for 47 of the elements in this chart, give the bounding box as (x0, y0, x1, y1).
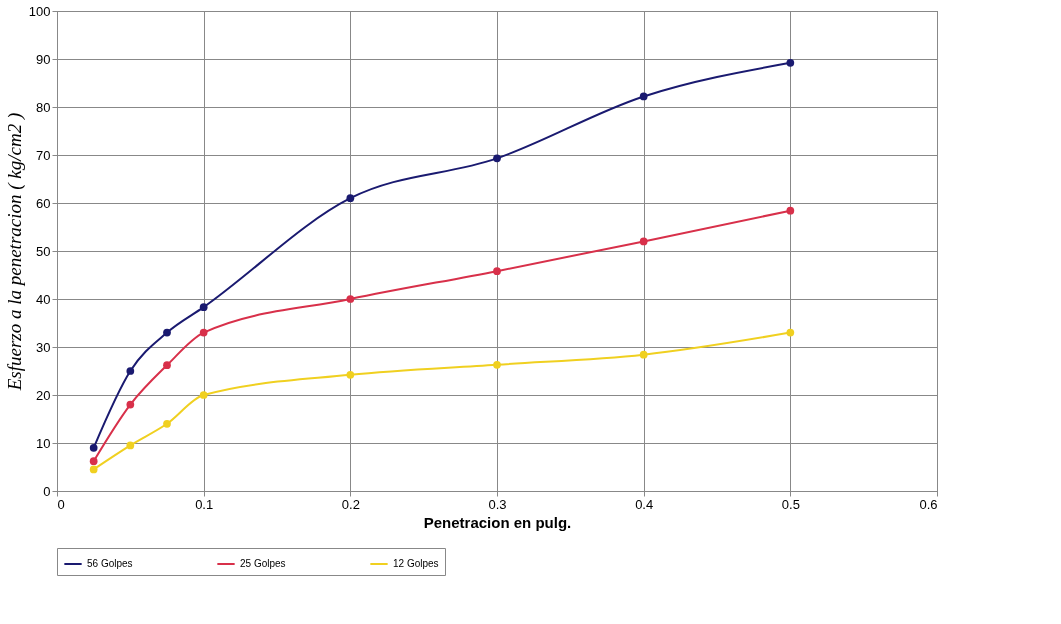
point (639, 92, 648, 101)
y-tick-label: 0 (43, 483, 51, 499)
x-tick-label: 0.2 (341, 496, 360, 512)
point (126, 400, 135, 409)
legend-label: 56 Golpes (87, 558, 133, 569)
x-tick-label: 0.3 (488, 496, 507, 512)
x-tick-label: 0.5 (781, 496, 800, 512)
point (493, 154, 501, 163)
point (199, 328, 208, 337)
y-tick-label: 80 (36, 99, 51, 115)
point (163, 361, 171, 370)
y-tick-label: 50 (36, 243, 51, 259)
point (493, 267, 501, 276)
y-tick-label: 20 (36, 387, 51, 403)
point (786, 58, 795, 67)
x-axis-title: Penetracion en pulg. (423, 513, 572, 531)
y-tick-label: 40 (36, 291, 51, 307)
y-tick-label: 30 (36, 339, 51, 355)
point (89, 465, 98, 474)
y-tick-label: 100 (28, 3, 51, 19)
point (199, 303, 208, 312)
y-tick-label: 60 (36, 195, 51, 211)
point (346, 295, 355, 303)
x-tick-label: 0.6 (919, 496, 938, 512)
point (126, 367, 135, 375)
x-tick-label: 0 (57, 496, 65, 512)
point (786, 206, 795, 215)
x-tick-label: 0.4 (635, 496, 654, 512)
point (786, 328, 795, 337)
legend-label: 25 Golpes (240, 558, 286, 569)
y-tick-label: 70 (36, 147, 51, 163)
point (89, 457, 98, 466)
point (163, 419, 171, 428)
point (639, 237, 648, 246)
point (199, 391, 208, 399)
x-tick-label: 0.1 (195, 496, 214, 512)
point (163, 328, 171, 337)
point (346, 370, 355, 379)
y-tick-label: 90 (36, 51, 51, 67)
y-axis-title: Esfuerzo a la penetracion ( kg/cm2 ) (3, 112, 26, 392)
point (493, 360, 501, 369)
point (89, 443, 98, 452)
legend-label: 12 Golpes (393, 558, 439, 569)
y-tick-label: 10 (36, 435, 51, 451)
point (346, 194, 355, 203)
point (639, 350, 648, 359)
point (126, 441, 135, 450)
